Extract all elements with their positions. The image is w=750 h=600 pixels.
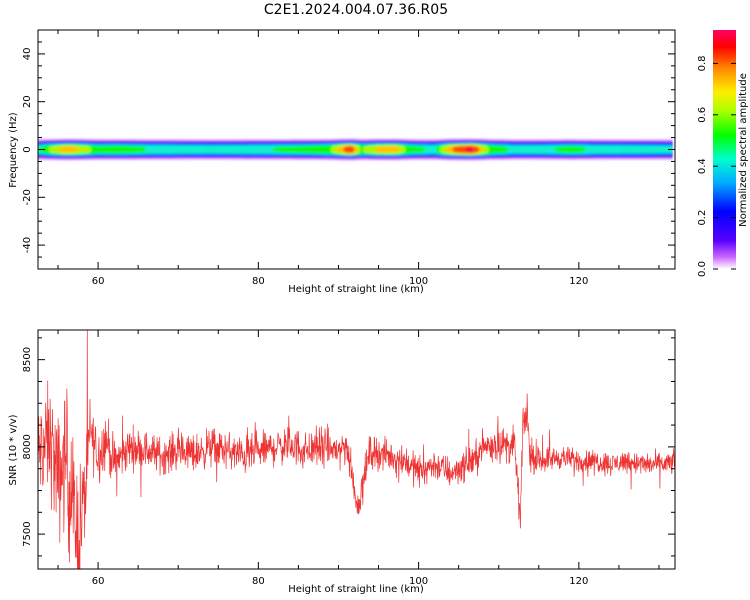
y-tick-label: 20: [22, 95, 33, 108]
colorbar-ticks: 0.0 0.2 0.4 0.6 0.8: [697, 55, 736, 277]
colorbar-tick-label: 0.0: [697, 261, 708, 277]
snr-series-line: [38, 330, 675, 569]
y-tick-label: 40: [22, 48, 33, 61]
x-tick-label: 120: [569, 576, 588, 587]
colorbar-label: Normalized spectral amplitude: [738, 73, 749, 227]
spectrogram-x-ticks: 60 80 100 120: [57, 30, 660, 287]
colorbar-gradient: [713, 30, 736, 269]
x-tick-label: 120: [569, 276, 588, 287]
snr-frame: [37, 329, 676, 570]
x-tick-label: 80: [252, 576, 265, 587]
y-tick-label: 8500: [22, 347, 33, 372]
snr-x-ticks: 60 80 100 120: [57, 330, 660, 587]
spectrogram-y-label: Frequency (Hz): [8, 112, 19, 188]
x-tick-label: 80: [252, 276, 265, 287]
x-tick-label: 100: [409, 576, 428, 587]
snr-y-label: SNR (10 * v/v): [8, 414, 19, 485]
y-tick-label: 8000: [22, 434, 33, 459]
snr-y-ticks: 7500 8000 8500: [22, 337, 675, 557]
x-tick-label: 60: [92, 276, 105, 287]
snr-x-label: Height of straight line (km): [288, 584, 424, 595]
heatmap-bands: [38, 138, 675, 161]
spectrogram-y-ticks: -40 -20 0 20 40: [22, 41, 675, 258]
x-tick-label: 100: [409, 276, 428, 287]
spectrogram-x-label: Height of straight line (km): [288, 284, 424, 295]
colorbar: 0.0 0.2 0.4 0.6 0.8 Normalized spectral ampl…: [697, 30, 749, 277]
y-tick-label: 7500: [22, 521, 33, 546]
colorbar-tick-label: 0.4: [697, 158, 708, 174]
y-tick-label: -20: [22, 189, 33, 205]
figure-title: C2E1.2024.004.07.36.R05: [264, 2, 448, 18]
spectrogram-panel: 60 80 100 120 -40 -20 0 20 40 Height of straigh…: [8, 29, 676, 295]
y-tick-label: 0: [22, 146, 33, 152]
colorbar-tick-label: 0.8: [697, 55, 708, 71]
colorbar-tick-label: 0.6: [697, 107, 708, 123]
x-tick-label: 60: [92, 576, 105, 587]
colorbar-tick-label: 0.2: [697, 210, 708, 226]
y-tick-label: -40: [22, 237, 33, 253]
snr-panel: 60 80 100 120 7500 8000 8500 Height of straig…: [8, 329, 676, 595]
